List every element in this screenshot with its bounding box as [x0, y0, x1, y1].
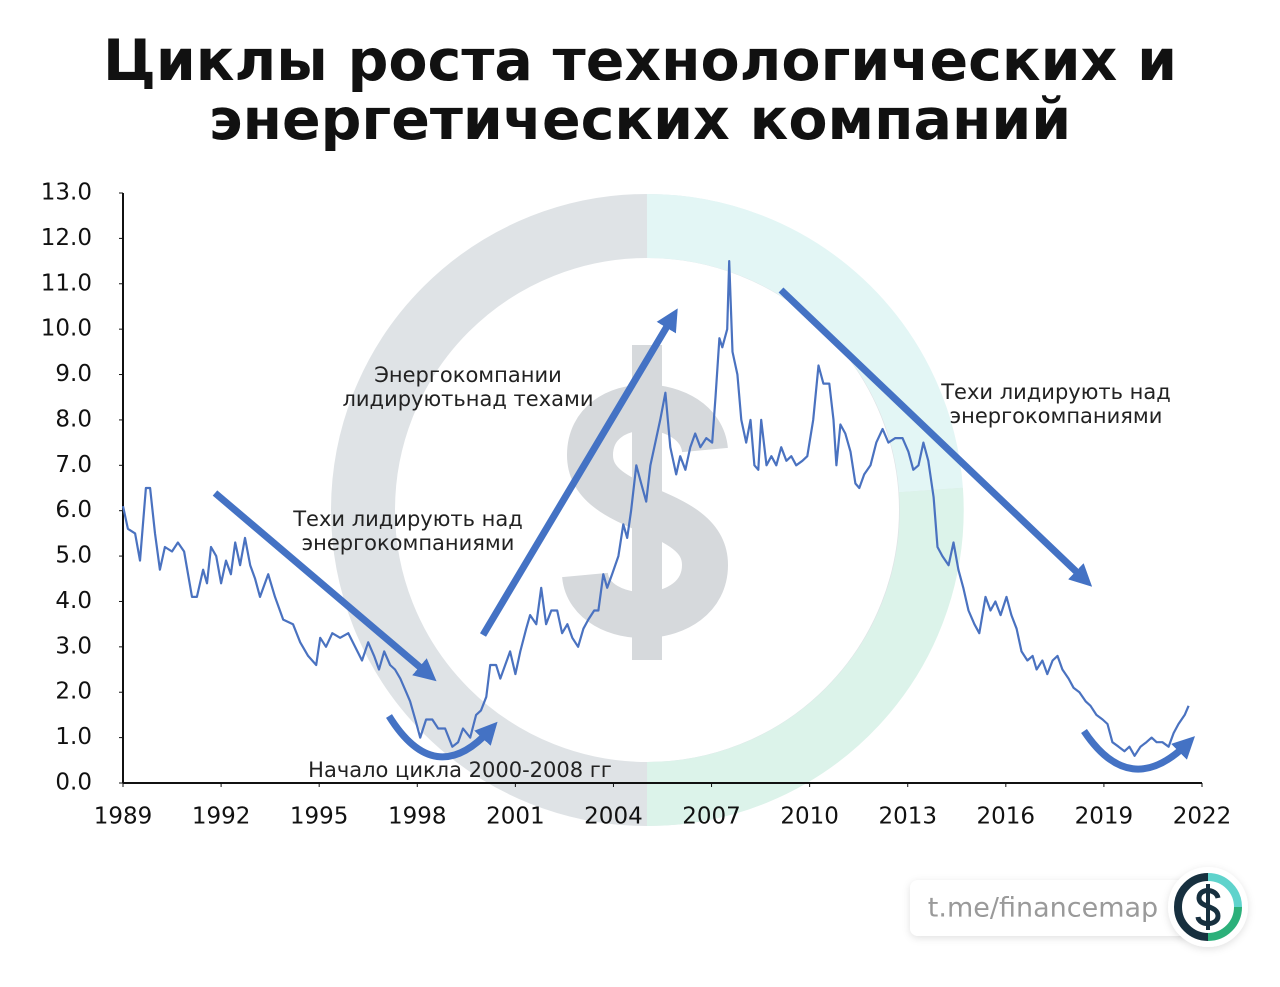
annotation: лидируютьнад техами — [342, 387, 593, 411]
arrow — [386, 714, 498, 761]
x-tick-label: 2013 — [878, 804, 937, 830]
y-tick-label: 6.0 — [55, 497, 92, 523]
data-line — [121, 260, 1190, 757]
y-tick-label: 13.0 — [41, 180, 92, 206]
arrow — [479, 308, 678, 637]
y-tick-label: 5.0 — [55, 543, 92, 569]
x-tick-label: 1995 — [290, 804, 349, 830]
annotation: энергокомпаниями — [950, 404, 1163, 428]
watermark — [331, 193, 964, 827]
chart-title: энергетических компаний — [209, 87, 1071, 153]
x-tick-label: 1989 — [94, 804, 153, 830]
y-tick-label: 1.0 — [55, 724, 92, 750]
annotation: Техи лидирують над — [292, 507, 523, 531]
y-tick-label: 7.0 — [55, 452, 92, 478]
y-tick-label: 3.0 — [55, 633, 92, 659]
x-tick-label: 2010 — [780, 804, 839, 830]
annotation: Техи лидирують над — [940, 380, 1171, 404]
y-tick-label: 0.0 — [55, 770, 92, 796]
annotation: энергокомпаниями — [302, 531, 515, 555]
chart-title: Циклы роста технологических и — [103, 28, 1177, 94]
y-tick-label: 8.0 — [55, 406, 92, 432]
y-tick-label: 4.0 — [55, 588, 92, 614]
x-tick-label: 1998 — [388, 804, 447, 830]
x-tick-label: 1992 — [192, 804, 251, 830]
arrow — [778, 287, 1093, 587]
y-tick-label: 9.0 — [55, 361, 92, 387]
arrow — [212, 490, 437, 682]
x-tick-label: 2004 — [584, 804, 643, 830]
x-tick-label: 2001 — [486, 804, 545, 830]
y-tick-label: 10.0 — [41, 316, 92, 342]
x-tick-label: 2019 — [1075, 804, 1134, 830]
arrow — [1081, 729, 1195, 773]
y-tick-label: 11.0 — [41, 270, 92, 296]
brand: t.me/financemap — [910, 867, 1248, 947]
x-tick-label: 2007 — [682, 804, 741, 830]
annotation: Начало цикла 2000-2008 гг — [308, 758, 612, 782]
brand-box — [910, 880, 1190, 936]
annotation: Энергокомпании — [374, 363, 562, 387]
x-tick-label: 2022 — [1173, 804, 1232, 830]
x-tick-label: 2016 — [977, 804, 1036, 830]
y-tick-label: 2.0 — [55, 679, 92, 705]
y-tick-label: 12.0 — [41, 225, 92, 251]
brand-text: t.me/financemap — [928, 893, 1158, 924]
